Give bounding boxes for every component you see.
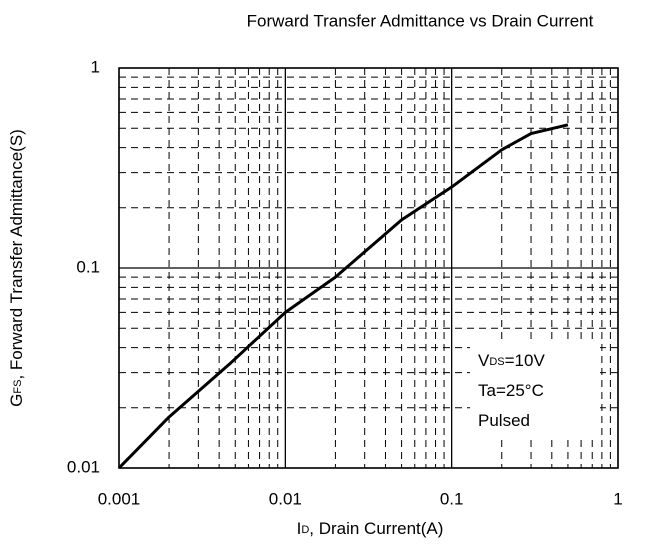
y-tick-label: 0.1 [76, 257, 100, 276]
annotation-part: =10V [505, 351, 546, 370]
annotation: Pulsed [478, 411, 530, 430]
annotation: Ta=25°C [478, 381, 544, 400]
annotation-part: Ta=25°C [478, 381, 544, 400]
data-line [117, 123, 569, 470]
x-tick-label: 0.1 [440, 489, 464, 508]
y-axis-label-part: , Forward Transfer Admittance(S) [7, 129, 26, 379]
annotation-part: V [478, 351, 490, 370]
annotation-box [470, 342, 600, 438]
x-tick-label: 0.001 [98, 489, 141, 508]
annotation: VDS=10V [478, 351, 545, 370]
x-axis-label: ID, Drain Current(A) [297, 519, 444, 538]
marks [117, 123, 569, 470]
chart-title: Forward Transfer Admittance vs Drain Cur… [247, 11, 594, 30]
x-axis-label-part: I [297, 519, 302, 538]
plot-frame [118, 67, 619, 469]
x-tick-label: 0.01 [269, 489, 302, 508]
annotation-part: DS [489, 356, 504, 368]
y-axis-label: GFS, Forward Transfer Admittance(S) [7, 129, 26, 407]
y-axis-label-part: FS [12, 380, 24, 394]
y-axis-label-part: G [7, 394, 26, 407]
y-tick-label: 1 [91, 57, 100, 76]
x-axis-label-part: , Drain Current(A) [309, 519, 443, 538]
x-axis-label-part: D [301, 524, 309, 536]
y-tick-label: 0.01 [67, 457, 100, 476]
x-tick-label: 1 [613, 489, 622, 508]
annotation-part: Pulsed [478, 411, 530, 430]
